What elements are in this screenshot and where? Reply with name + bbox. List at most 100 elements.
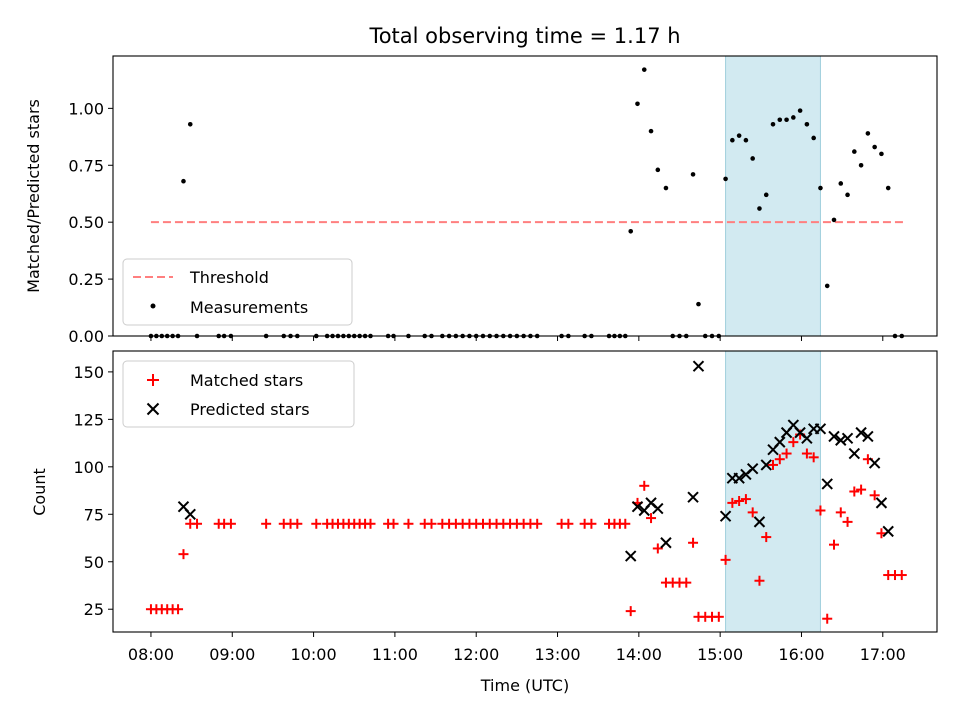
- predicted-star-point: [631, 500, 644, 513]
- measurement-point: [838, 181, 844, 186]
- matched-star-point: [734, 495, 745, 506]
- legend-measurements-label: Measurements: [190, 298, 308, 317]
- predicted-star-point: [862, 430, 874, 443]
- matched-star-point: [829, 539, 839, 550]
- ratio-panel: Total observing time = 1.17 h 0.000.250.…: [24, 24, 938, 346]
- predicted-star-point: [801, 432, 813, 445]
- predicted-star-point: [733, 472, 745, 484]
- x-tick-label: 12:00: [453, 645, 499, 664]
- x-stroke-b: [828, 430, 840, 443]
- legend-threshold-label: Threshold: [189, 268, 269, 287]
- predicted-star-point: [692, 360, 705, 372]
- predicted-star-point: [719, 510, 732, 522]
- matched-star-point: [563, 518, 574, 529]
- count-panel: 25 50 75 100 125 150 08:00 09:00 10:00 11:00 12:0…: [30, 350, 938, 695]
- x-stroke-b: [848, 447, 861, 460]
- matched-star-points: [145, 429, 907, 624]
- measurement-point: [730, 137, 735, 143]
- x-stroke-b: [862, 430, 874, 443]
- ratio-plot-frame: [112, 55, 938, 337]
- x-stroke-b: [821, 478, 833, 490]
- x-tick-label: 09:00: [209, 645, 255, 664]
- y-tick-label: 100: [73, 458, 104, 477]
- x-stroke-b: [835, 434, 847, 446]
- measurement-point: [818, 185, 823, 191]
- matched-star-point: [173, 604, 184, 615]
- measurement-point: [655, 167, 661, 173]
- matched-star-point: [646, 513, 657, 524]
- y-tick-label: 75: [84, 505, 104, 524]
- predicted-star-point: [882, 525, 894, 538]
- count-legend-box: [122, 360, 355, 428]
- predicted-star-point: [828, 430, 840, 443]
- matched-star-point: [652, 543, 663, 554]
- matched-star-point: [815, 505, 826, 516]
- matched-star-point: [532, 518, 543, 529]
- measurement-point: [824, 283, 830, 289]
- x-tick-label: 11:00: [372, 645, 418, 664]
- count-plot-frame: [112, 350, 938, 633]
- measurement-point: [852, 149, 857, 154]
- y-tick-label: 0.75: [68, 156, 104, 175]
- matched-star-point: [292, 518, 303, 529]
- x-tick-label: 10:00: [291, 645, 337, 664]
- measurement-point: [743, 137, 749, 143]
- predicted-star-point: [848, 447, 861, 460]
- x-stroke-b: [774, 436, 786, 448]
- measurement-point: [641, 67, 647, 72]
- matched-star-point: [178, 549, 189, 560]
- ratio-y-axis: 0.00 0.25 0.50 0.75 1.00: [68, 99, 113, 346]
- measurement-point: [865, 131, 871, 136]
- highlight-band-rect: [725, 350, 821, 633]
- matched-star-point: [876, 528, 887, 539]
- measurement-point: [872, 144, 877, 150]
- x-stroke-b: [801, 432, 813, 445]
- ratio-legend-box: [122, 258, 353, 326]
- x-tick-label: 13:00: [534, 645, 580, 664]
- measurement-point: [791, 115, 796, 120]
- matched-star-point: [849, 486, 860, 497]
- predicted-star-point: [814, 423, 827, 435]
- matched-star-point: [365, 518, 376, 529]
- matched-star-point: [754, 575, 765, 586]
- matched-star-point: [311, 518, 322, 529]
- matched-star-point: [869, 490, 880, 501]
- x-stroke-b: [753, 516, 766, 528]
- predicted-star-point: [184, 508, 196, 520]
- predicted-star-point: [625, 550, 637, 562]
- y-tick-label: 0.00: [68, 327, 104, 346]
- x-stroke-b: [882, 525, 894, 538]
- measurement-point: [723, 176, 728, 182]
- measurement-point: [663, 185, 669, 191]
- y-tick-label: 150: [73, 363, 104, 382]
- predicted-star-point: [868, 457, 881, 469]
- predicted-star-point: [821, 478, 833, 490]
- measurement-point: [858, 162, 864, 168]
- measurement-point: [797, 108, 803, 113]
- y-tick-label: 1.00: [68, 99, 104, 118]
- x-stroke-b: [177, 500, 190, 513]
- y-tick-label: 0.50: [68, 213, 104, 232]
- predicted-star-point: [652, 502, 664, 515]
- measurement-point: [763, 192, 769, 198]
- x-tick-label: 14:00: [616, 645, 662, 664]
- x-stroke-b: [692, 360, 705, 372]
- count-y-axis: 25 50 75 100 125 150: [73, 363, 113, 619]
- matched-star-point: [261, 518, 272, 529]
- matched-star-point: [688, 537, 699, 548]
- y-tick-label: 25: [84, 600, 104, 619]
- measurement-point: [648, 128, 654, 134]
- matched-star-point: [747, 507, 758, 518]
- count-x-axis: 08:00 09:00 10:00 11:00 12:00 13:00 14:00 15:00…: [128, 632, 906, 664]
- matched-star-point: [681, 577, 692, 588]
- matched-star-point: [896, 570, 907, 581]
- x-stroke-b: [660, 537, 672, 549]
- x-stroke-b: [760, 459, 772, 471]
- measurement-point: [187, 121, 193, 127]
- matched-star-point: [774, 454, 785, 465]
- measurement-point: [784, 117, 789, 123]
- predicted-star-point: [875, 497, 888, 509]
- x-stroke-b: [184, 508, 196, 520]
- x-stroke-b: [625, 550, 637, 562]
- matched-star-point: [403, 518, 414, 529]
